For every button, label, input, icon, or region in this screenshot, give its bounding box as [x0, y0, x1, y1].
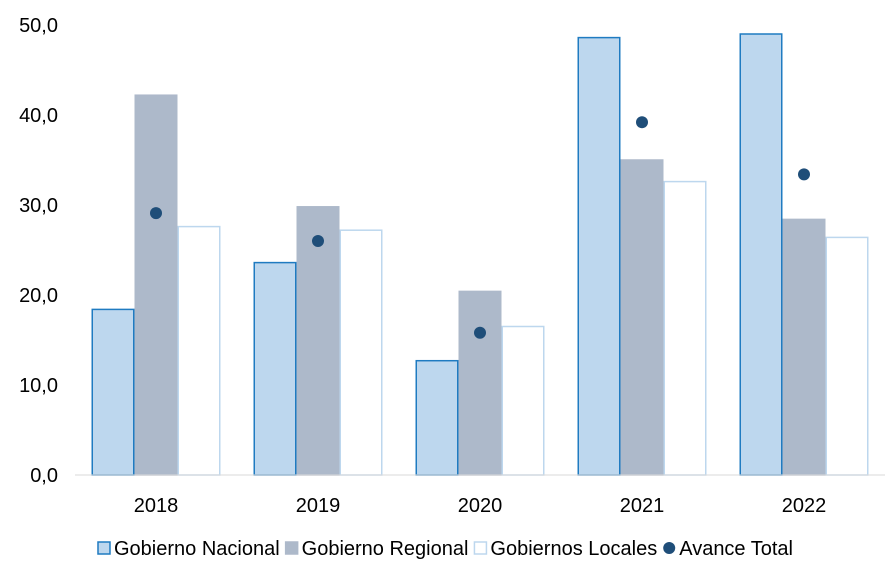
- x-tick-label: 2021: [620, 495, 665, 517]
- legend-label: Gobiernos Locales: [490, 538, 657, 560]
- marker-avance-total: [150, 207, 162, 220]
- legend-label: Avance Total: [679, 538, 793, 560]
- legend-label: Gobierno Nacional: [114, 538, 280, 560]
- y-tick-label: 10,0: [19, 375, 58, 397]
- bar-gobiernos-locales: [177, 225, 221, 476]
- legend-swatch: [97, 541, 111, 555]
- bar-gobierno-nacional: [253, 261, 297, 476]
- bar-gobierno-regional: [134, 94, 178, 476]
- legend-swatch: [663, 542, 676, 554]
- bar-gobierno-regional: [296, 206, 340, 476]
- y-axis: 0,0 10,0 20,0 30,0 40,0 50,0: [19, 15, 58, 487]
- bar-gobierno-nacional: [739, 33, 783, 476]
- bar-gobiernos-locales: [663, 180, 707, 476]
- markers-group: [150, 116, 810, 339]
- y-tick-label: 30,0: [19, 195, 58, 217]
- bar-gobiernos-locales: [339, 229, 383, 476]
- y-tick-label: 20,0: [19, 285, 58, 307]
- x-tick-label: 2020: [458, 495, 503, 517]
- y-tick-label: 40,0: [19, 105, 58, 127]
- bar-gobierno-regional: [620, 159, 664, 476]
- bar-gobierno-nacional: [91, 308, 135, 476]
- y-tick-label: 50,0: [19, 15, 58, 37]
- marker-avance-total: [798, 168, 810, 181]
- legend-label: Gobierno Regional: [302, 538, 469, 560]
- marker-avance-total: [636, 116, 648, 129]
- x-axis: 2018 2019 2020 2021 2022: [134, 495, 827, 517]
- legend: Gobierno Nacional Gobierno Regional Gobier…: [97, 538, 793, 560]
- bar-gobierno-regional: [782, 218, 826, 476]
- x-tick-label: 2022: [782, 495, 827, 517]
- marker-avance-total: [312, 235, 324, 247]
- bar-gobierno-nacional: [415, 359, 459, 476]
- bar-gobiernos-locales: [501, 325, 545, 476]
- bars-group: [91, 33, 869, 476]
- legend-swatch: [284, 541, 299, 555]
- bar-gobierno-regional: [458, 290, 502, 476]
- bar-gobiernos-locales: [825, 236, 869, 476]
- bar-gobierno-nacional: [577, 36, 621, 476]
- legend-swatch: [473, 541, 488, 555]
- y-tick-label: 0,0: [30, 465, 58, 487]
- x-tick-label: 2018: [134, 495, 179, 517]
- marker-avance-total: [474, 326, 486, 339]
- legend-item: Avance Total: [663, 538, 793, 560]
- x-tick-label: 2019: [296, 495, 341, 517]
- legend-item: Gobiernos Locales: [473, 538, 657, 560]
- legend-item: Gobierno Regional: [284, 538, 469, 560]
- legend-item: Gobierno Nacional: [97, 538, 280, 560]
